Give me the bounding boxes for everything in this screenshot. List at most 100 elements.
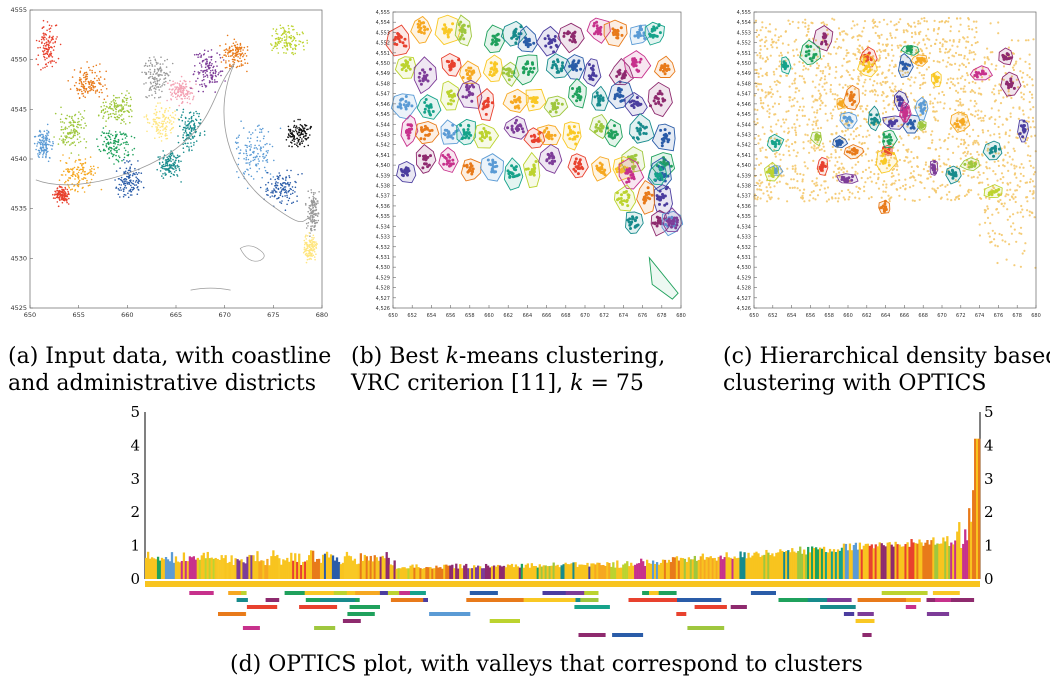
noise-point: [803, 114, 806, 117]
data-point: [69, 132, 71, 134]
noise-point: [852, 69, 855, 72]
data-point: [298, 126, 300, 129]
data-point: [185, 93, 188, 95]
noise-point: [852, 137, 855, 140]
data-point: [142, 186, 145, 189]
data-point: [70, 129, 73, 131]
data-point: [183, 132, 185, 134]
data-point: [58, 138, 61, 140]
data-point: [186, 124, 188, 127]
data-point: [271, 35, 274, 37]
data-point: [147, 71, 150, 73]
data-point: [79, 77, 81, 79]
data-point: [206, 68, 208, 71]
data-point: [280, 192, 282, 195]
noise-point: [755, 29, 758, 32]
data-point: [309, 205, 312, 207]
cluster-point: [483, 136, 487, 140]
data-point: [174, 92, 176, 94]
data-point: [166, 121, 169, 123]
data-point: [315, 198, 317, 200]
data-point: [60, 135, 63, 137]
noise-point: [997, 152, 1000, 155]
data-point: [219, 57, 222, 59]
data-point: [273, 189, 276, 192]
cluster-point: [447, 159, 451, 163]
cluster-point: [443, 29, 447, 33]
data-point: [163, 84, 166, 86]
data-point: [170, 94, 173, 96]
data-point: [162, 177, 165, 179]
data-point: [153, 118, 155, 121]
cluster-point: [423, 28, 427, 32]
noise-point: [787, 43, 790, 47]
noise-point: [829, 112, 832, 115]
data-point: [121, 138, 124, 140]
data-point: [132, 173, 134, 175]
data-point: [132, 180, 135, 182]
data-point: [154, 92, 157, 94]
data-point: [182, 147, 185, 149]
data-point: [114, 147, 117, 149]
data-point: [298, 134, 300, 137]
data-point: [76, 89, 78, 92]
data-point: [313, 251, 316, 253]
cluster-point: [614, 33, 618, 36]
data-point: [198, 115, 200, 118]
cluster-point: [573, 40, 577, 44]
noise-point: [829, 88, 832, 91]
data-point: [80, 172, 83, 175]
data-point: [176, 98, 178, 100]
b-xtick-label: 674: [619, 313, 629, 319]
data-point: [78, 89, 81, 92]
b-ytick-label: 4,534: [376, 224, 390, 230]
cluster-point: [537, 137, 541, 140]
data-point: [313, 219, 316, 222]
cluster-point: [470, 169, 473, 173]
noise-point: [845, 49, 848, 52]
data-point: [256, 136, 259, 138]
data-point: [113, 98, 115, 101]
data-point: [251, 132, 254, 134]
data-point: [169, 153, 172, 156]
data-point: [276, 184, 279, 187]
data-point: [101, 91, 103, 94]
data-point: [45, 143, 47, 146]
noise-point: [902, 82, 905, 85]
cluster-point: [617, 70, 621, 74]
data-point: [44, 149, 47, 152]
noise-point: [782, 118, 785, 121]
data-point: [296, 137, 299, 140]
data-point: [289, 36, 292, 39]
data-point: [167, 168, 169, 170]
noise-point: [1014, 189, 1017, 192]
noise-point: [779, 158, 782, 161]
data-point: [158, 131, 160, 133]
data-point: [287, 133, 290, 135]
data-point: [288, 32, 291, 34]
data-point: [308, 196, 311, 199]
cluster-point: [553, 105, 557, 109]
cluster-point: [566, 133, 570, 137]
cluster-point: [468, 74, 472, 78]
noise-point: [819, 95, 822, 98]
data-point: [79, 168, 82, 171]
data-point: [284, 195, 286, 197]
data-point: [296, 200, 298, 202]
cluster-point: [489, 70, 492, 74]
data-point: [96, 79, 98, 82]
b-ytick-label: 4,544: [376, 122, 390, 128]
data-point: [299, 118, 301, 121]
data-point: [289, 182, 292, 184]
cluster-point: [674, 226, 678, 230]
data-point: [171, 127, 173, 130]
data-point: [185, 85, 187, 88]
data-point: [254, 129, 257, 131]
noise-point: [860, 176, 863, 180]
data-point: [43, 143, 46, 146]
data-point: [78, 169, 81, 171]
noise-point: [954, 108, 957, 112]
noise-point: [980, 93, 983, 96]
data-point: [116, 149, 118, 152]
cluster-point: [517, 124, 520, 128]
